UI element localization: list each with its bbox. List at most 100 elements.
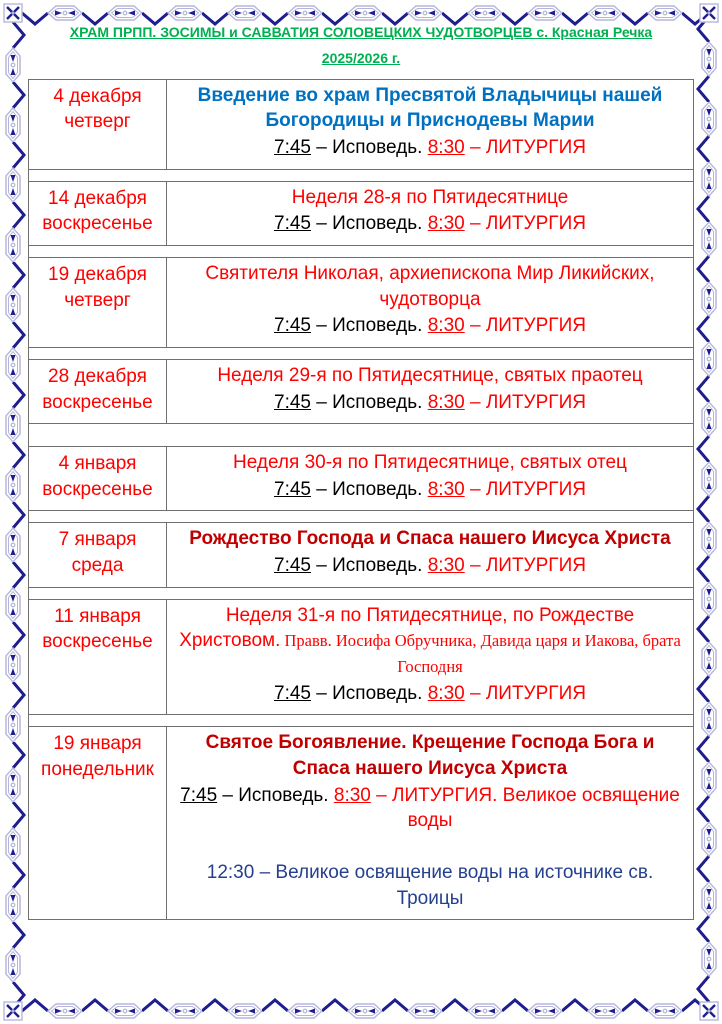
date-cell: 19 декабря четверг: [29, 257, 167, 347]
liturgy-time: 8:30: [427, 555, 465, 577]
service-times: 7:45 – Исповедь. 8:30 – ЛИТУРГИЯ: [175, 313, 685, 339]
schedule-row: 4 января воскресенье Неделя 30-я по Пяти…: [28, 446, 694, 512]
feast-title: Неделя 29-я по Пятидесятнице, святых пра…: [217, 364, 643, 386]
date: 19 декабря: [48, 263, 147, 285]
service-times: 7:45 – Исповедь. 8:30 – ЛИТУРГИЯ: [175, 477, 685, 503]
liturgy-label: – ЛИТУРГИЯ. Великое освящение воды: [370, 784, 686, 832]
feast-title: Неделя 30-я по Пятидесятнице, святых оте…: [233, 452, 627, 474]
liturgy-label: – ЛИТУРГИЯ: [464, 315, 586, 337]
schedule-table: 4 декабря четверг Введение во храм Пресв…: [28, 78, 694, 921]
confession-time: 7:45: [274, 478, 311, 500]
confession-time: 7:45: [274, 682, 311, 704]
row-spacer: [28, 587, 694, 599]
event-cell: Неделя 31-я по Пятидесятнице, по Рождест…: [167, 600, 693, 715]
service-times: 7:45 – Исповедь. 8:30 – ЛИТУРГИЯ: [175, 211, 685, 237]
weekday: среда: [71, 555, 124, 577]
document-body: ХРАМ ПРПП. ЗОСИМЫ и САВВАТИЯ СОЛОВЕЦКИХ …: [28, 20, 694, 921]
confession-label: – Исповедь.: [217, 784, 334, 806]
row-spacer: [28, 435, 694, 447]
event-cell: Рождество Господа и Спаса нашего Иисуса …: [167, 523, 693, 586]
event-cell: Неделя 30-я по Пятидесятнице, святых оте…: [167, 447, 693, 510]
schedule-row: 11 января воскресенье Неделя 31-я по Пят…: [28, 598, 694, 716]
event-cell: Введение во храм Пресвятой Владычицы наш…: [167, 80, 693, 169]
liturgy-time: 8:30: [333, 784, 371, 806]
feast-title-note: Правв. Иосифа Обручника, Давида царя и И…: [280, 631, 681, 677]
document-title: ХРАМ ПРПП. ЗОСИМЫ и САВВАТИЯ СОЛОВЕЦКИХ …: [28, 20, 694, 72]
border-corner-top-right: [699, 3, 719, 23]
service-times: 7:45 – Исповедь. 8:30 – ЛИТУРГИЯ: [175, 390, 685, 416]
border-corner-bottom-right: [699, 1001, 719, 1021]
date: 28 декабря: [48, 365, 147, 387]
schedule-row: 19 декабря четверг Святителя Николая, ар…: [28, 256, 694, 348]
liturgy-label: – ЛИТУРГИЯ: [464, 555, 586, 577]
service-times: 7:45 – Исповедь. 8:30 – ЛИТУРГИЯ. Велико…: [175, 783, 685, 834]
liturgy-time: 8:30: [427, 213, 465, 235]
liturgy-time: 8:30: [427, 478, 465, 500]
weekday: четверг: [64, 111, 131, 133]
liturgy-label: – ЛИТУРГИЯ: [464, 391, 586, 413]
date: 14 декабря: [48, 187, 147, 209]
date-cell: 7 января среда: [29, 523, 167, 587]
liturgy-time: 8:30: [427, 391, 465, 413]
date: 7 января: [58, 529, 137, 551]
event-cell: Неделя 28-я по Пятидесятнице 7:45 – Испо…: [167, 182, 693, 245]
confession-label: – Исповедь.: [311, 682, 428, 704]
row-spacer: [28, 715, 694, 727]
confession-label: – Исповедь.: [311, 213, 428, 235]
schedule-row: 7 января среда Рождество Господа и Спаса…: [28, 522, 694, 588]
date-cell: 19 января понедельник: [29, 727, 167, 920]
confession-label: – Исповедь.: [311, 315, 428, 337]
row-spacer: [28, 347, 694, 359]
schedule-row: 14 декабря воскресенье Неделя 28-я по Пя…: [28, 180, 694, 246]
feast-title: Святое Богоявление. Крещение Господа Бог…: [205, 732, 655, 779]
row-spacer: [28, 245, 694, 257]
confession-time: 7:45: [274, 555, 311, 577]
border-corner-bottom-left: [3, 1001, 23, 1021]
liturgy-time: 8:30: [427, 137, 465, 159]
schedule-row: 4 декабря четверг Введение во храм Пресв…: [28, 78, 694, 170]
schedule-row: 28 декабря воскресенье Неделя 29-я по Пя…: [28, 358, 694, 425]
confession-label: – Исповедь.: [311, 137, 428, 159]
feast-title: Неделя 31-я по Пятидесятнице, по Рождест…: [175, 603, 685, 680]
confession-time: 7:45: [274, 315, 311, 337]
schedule-row: 19 января понедельник Святое Богоявление…: [28, 726, 694, 921]
event-cell: Неделя 29-я по Пятидесятнице, святых пра…: [167, 360, 693, 423]
confession-time: 7:45: [180, 784, 218, 806]
event-cell: Святителя Николая, архиепископа Мир Лики…: [167, 258, 693, 347]
confession-time: 7:45: [274, 137, 311, 159]
date-cell: 28 декабря воскресенье: [29, 359, 167, 424]
weekday: воскресенье: [42, 213, 153, 235]
border-corner-top-left: [3, 3, 23, 23]
feast-title: Введение во храм Пресвятой Владычицы наш…: [197, 84, 663, 132]
liturgy-label: – ЛИТУРГИЯ: [464, 213, 586, 235]
liturgy-label: – ЛИТУРГИЯ: [464, 137, 586, 159]
date: 4 января: [58, 453, 137, 475]
service-times: 7:45 – Исповедь. 8:30 – ЛИТУРГИЯ: [175, 553, 685, 579]
weekday: воскресенье: [42, 631, 153, 653]
weekday: воскресенье: [42, 391, 153, 413]
feast-title: Неделя 28-я по Пятидесятнице: [291, 186, 569, 208]
confession-time: 7:45: [274, 391, 311, 413]
confession-label: – Исповедь.: [311, 555, 428, 577]
date-cell: 14 декабря воскресенье: [29, 181, 167, 245]
date-cell: 4 декабря четверг: [29, 79, 167, 169]
confession-time: 7:45: [274, 213, 311, 235]
date: 4 декабря: [53, 85, 142, 107]
liturgy-time: 8:30: [427, 682, 465, 704]
row-spacer: [28, 169, 694, 181]
weekday: четверг: [64, 289, 131, 311]
season-years: 2025/2026 г.: [321, 49, 401, 66]
service-times: 7:45 – Исповедь. 8:30 – ЛИТУРГИЯ: [175, 681, 685, 707]
date: 11 января: [54, 605, 141, 627]
water-blessing-note: 12:30 – Великое освящение воды на источн…: [206, 861, 659, 909]
date-cell: 4 января воскресенье: [29, 447, 167, 511]
church-name: ХРАМ ПРПП. ЗОСИМЫ и САВВАТИЯ СОЛОВЕЦКИХ …: [69, 24, 653, 40]
weekday: воскресенье: [42, 478, 153, 500]
date-cell: 11 января воскресенье: [29, 599, 167, 715]
feast-title: Рождество Господа и Спаса нашего Иисуса …: [189, 528, 671, 550]
event-cell: Святое Богоявление. Крещение Господа Бог…: [167, 727, 693, 919]
liturgy-label: – ЛИТУРГИЯ: [464, 478, 586, 500]
row-spacer: [28, 511, 694, 523]
row-spacer: [28, 424, 694, 436]
